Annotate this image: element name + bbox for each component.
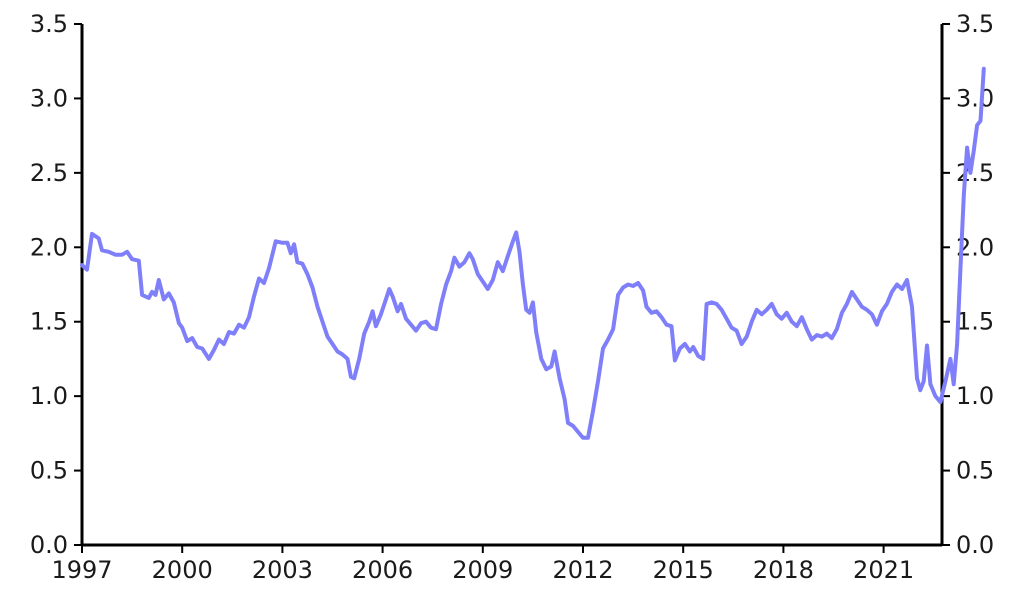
left-axis-ticks: 0.0 0.5 1.0 1.5 2.0 2.5 3.0 3.5	[30, 10, 82, 559]
right-tick-label: 0.5	[956, 457, 994, 485]
x-tick-label: 1997	[51, 556, 112, 584]
series-group	[80, 66, 986, 440]
left-tick-label: 1.5	[30, 308, 68, 336]
x-axis-ticks: 1997 2000 2003 2006 2009 2012 2015 2018 2021	[51, 545, 914, 584]
series-line-0	[80, 66, 986, 440]
x-tick-label: 2021	[853, 556, 914, 584]
left-tick-label: 3.5	[30, 10, 68, 38]
x-tick-label: 2000	[152, 556, 213, 584]
x-tick-label: 2009	[452, 556, 513, 584]
left-tick-label: 1.0	[30, 382, 68, 410]
left-tick-label: 2.0	[30, 233, 68, 261]
right-axis-ticks: 0.00.51.01.52.02.53.03.5	[942, 10, 994, 559]
axes	[80, 24, 944, 547]
right-tick-label: 0.0	[956, 531, 994, 559]
right-tick-label: 3.5	[956, 10, 994, 38]
x-tick-label: 2018	[753, 556, 814, 584]
right-tick-label: 3.0	[956, 84, 994, 112]
x-tick-label: 2006	[352, 556, 413, 584]
x-tick-label: 2012	[552, 556, 613, 584]
right-tick-label: 2.5	[956, 159, 994, 187]
x-tick-label: 2015	[653, 556, 714, 584]
right-tick-label: 1.0	[956, 382, 994, 410]
left-tick-label: 0.0	[30, 531, 68, 559]
left-tick-label: 0.5	[30, 457, 68, 485]
left-tick-label: 3.0	[30, 84, 68, 112]
left-tick-label: 2.5	[30, 159, 68, 187]
x-tick-label: 2003	[252, 556, 313, 584]
right-tick-label: 1.5	[956, 308, 994, 336]
